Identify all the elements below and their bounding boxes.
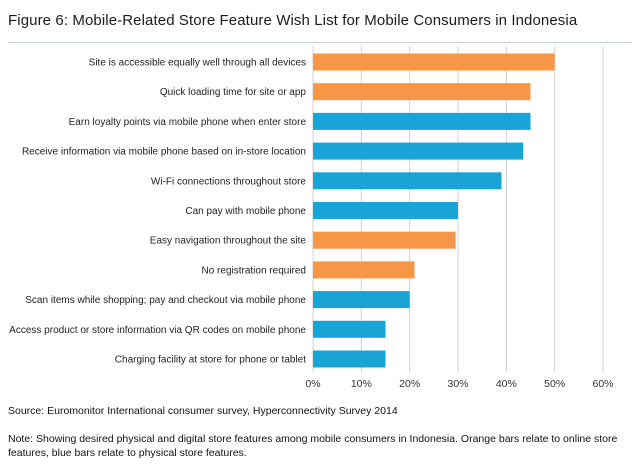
category-label: Wi-Fi connections throughout store [151,176,307,187]
chart-title: Figure 6: Mobile-Related Store Feature W… [8,12,578,29]
title-divider [8,42,632,43]
note-text: Note: Showing desired physical and digit… [8,433,618,459]
bar [313,231,456,249]
bar [313,142,524,160]
category-label: No registration required [202,265,307,276]
bar-chart: 0% 10% 20% 30% 40% 50% 60% Site is accessible e… [9,46,614,390]
bar [313,53,555,71]
bar [313,202,458,219]
category-label: Access product or store information via … [9,325,306,336]
bar [313,172,502,190]
bar [313,320,386,338]
x-tick-label: 60% [592,378,613,390]
x-tick-label: 0% [305,378,320,390]
x-tick-label: 10% [351,378,372,390]
category-label: Site is accessible equally well through … [89,58,306,69]
category-label: Easy navigation throughout the site [150,236,307,247]
bar [313,350,386,368]
bar [313,291,410,309]
category-label: Scan items while shopping; pay and check… [25,295,306,306]
x-tick-label: 40% [496,378,517,390]
category-label: Can pay with mobile phone [185,206,306,217]
category-label: Receive information via mobile phone bas… [22,147,306,158]
source-text: Source: Euromonitor International consum… [8,405,398,417]
x-tick-label: 20% [399,378,420,390]
x-tick-label: 30% [447,378,468,390]
x-tick-label: 50% [544,378,565,390]
category-label: Charging facility at store for phone or … [115,355,306,366]
category-label: Earn loyalty points via mobile phone whe… [69,117,307,128]
bar [313,83,531,101]
bar [313,261,415,279]
bar [313,112,531,130]
category-label: Quick loading time for site or app [160,87,307,98]
